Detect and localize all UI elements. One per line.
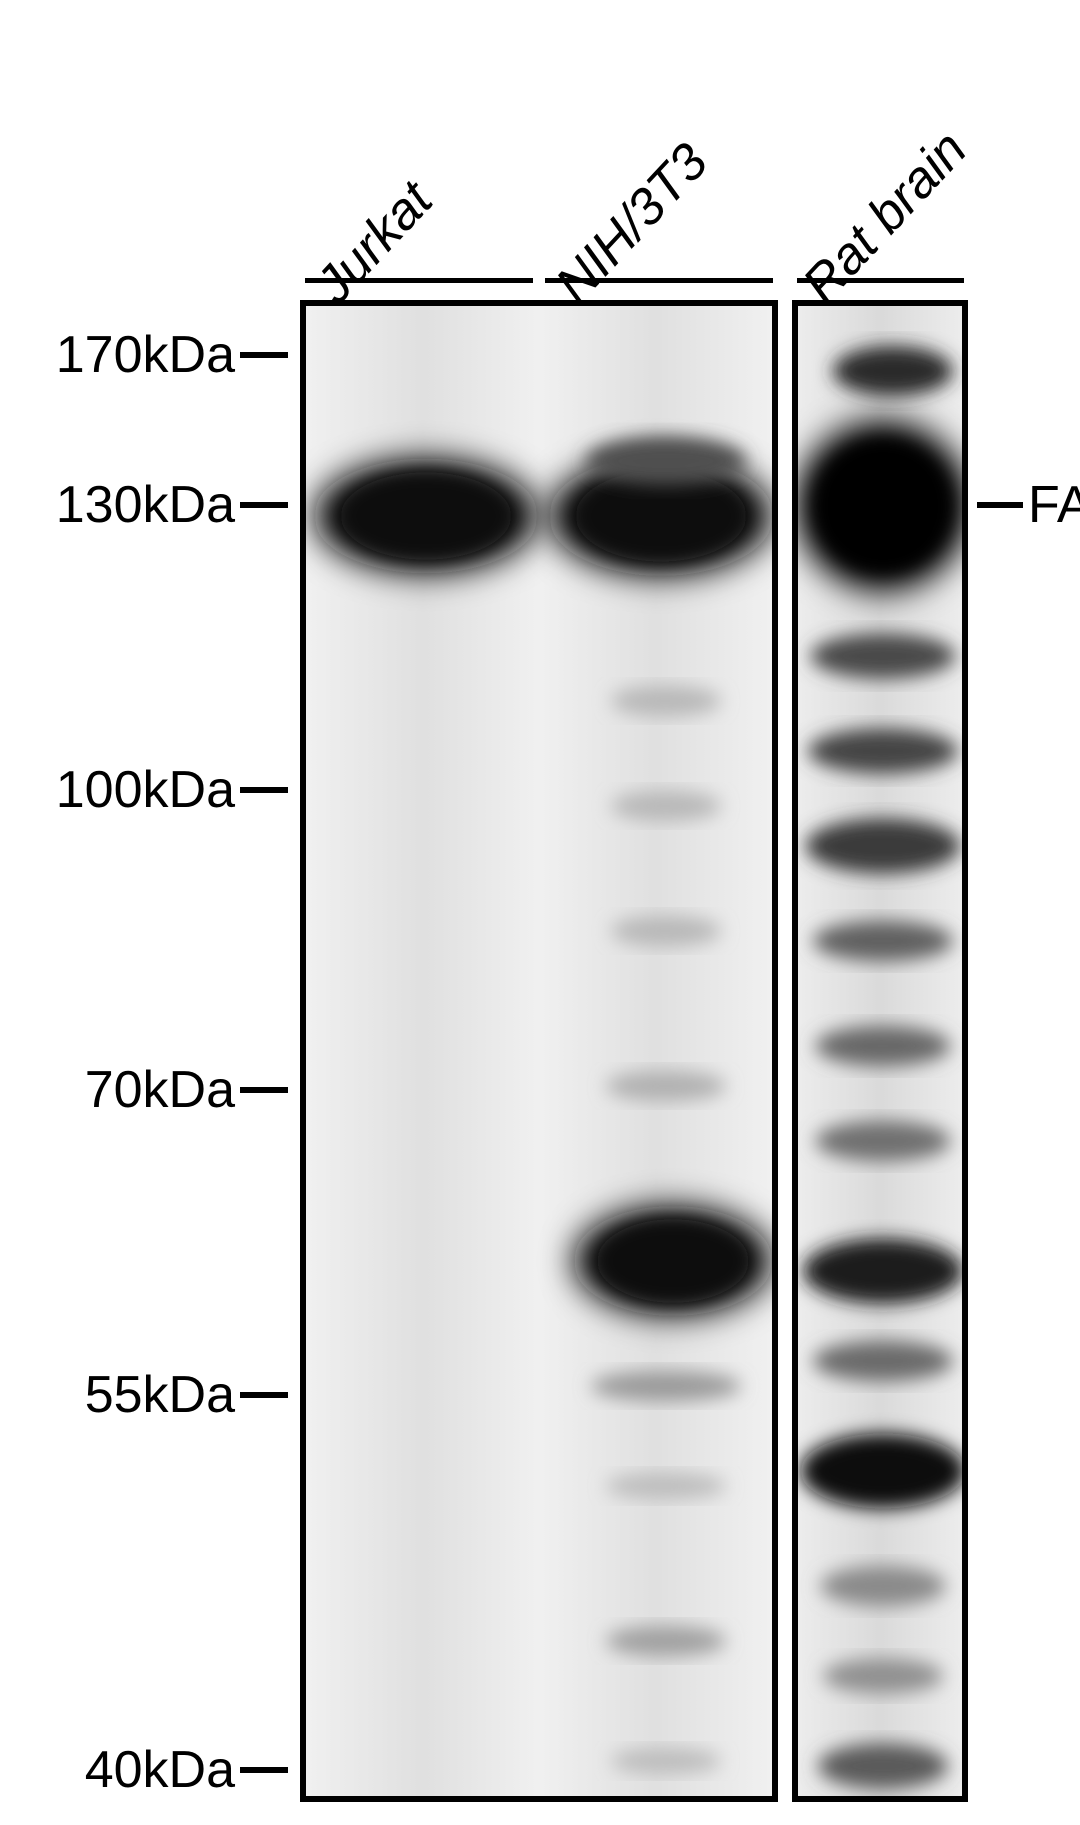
lane-label: Rat brain: [794, 122, 976, 312]
blot-band: [823, 1659, 943, 1694]
target-label: FAK: [1028, 479, 1080, 531]
target-tick: [977, 502, 1023, 508]
lane-label: NIH/3T3: [547, 135, 717, 312]
blot-band: [808, 729, 958, 774]
blot-band: [606, 1626, 726, 1656]
mw-tick: [240, 1392, 288, 1398]
blot-band: [606, 1474, 726, 1499]
blot-band: [611, 686, 721, 716]
mw-tick: [240, 787, 288, 793]
mw-label: 70kDa: [0, 1064, 235, 1116]
blot-band: [586, 437, 746, 485]
blot-band: [591, 1371, 741, 1401]
blot-band: [611, 791, 721, 821]
mw-tick: [240, 502, 288, 508]
blot-band: [811, 634, 956, 679]
blot-band: [816, 1026, 951, 1066]
blot-band: [803, 1239, 962, 1304]
blot-band: [816, 1121, 951, 1161]
blot-band: [818, 1744, 948, 1789]
mw-tick: [240, 352, 288, 358]
blot-band: [606, 1071, 726, 1101]
mw-label: 55kDa: [0, 1369, 235, 1421]
blot-band: [813, 1341, 953, 1381]
blot-band: [821, 1566, 946, 1606]
mw-label: 40kDa: [0, 1744, 235, 1796]
blot-band: [833, 346, 953, 396]
blot-band: [611, 916, 721, 946]
mw-label: 170kDa: [0, 329, 235, 381]
blot-band: [806, 819, 961, 874]
lane-label: Jurkat: [307, 173, 442, 312]
western-blot-figure: 170kDa 130kDa 100kDa 70kDa 55kDa 40kDa Jurkat…: [0, 0, 1080, 1825]
mw-tick: [240, 1767, 288, 1773]
blot-band: [611, 1749, 721, 1774]
panel-left: [300, 300, 778, 1802]
panel-right: [792, 300, 968, 1802]
mw-label: 100kDa: [0, 764, 235, 816]
blot-band: [813, 921, 953, 961]
blot-band: [801, 1434, 963, 1509]
mw-label: 130kDa: [0, 479, 235, 531]
mw-tick: [240, 1087, 288, 1093]
